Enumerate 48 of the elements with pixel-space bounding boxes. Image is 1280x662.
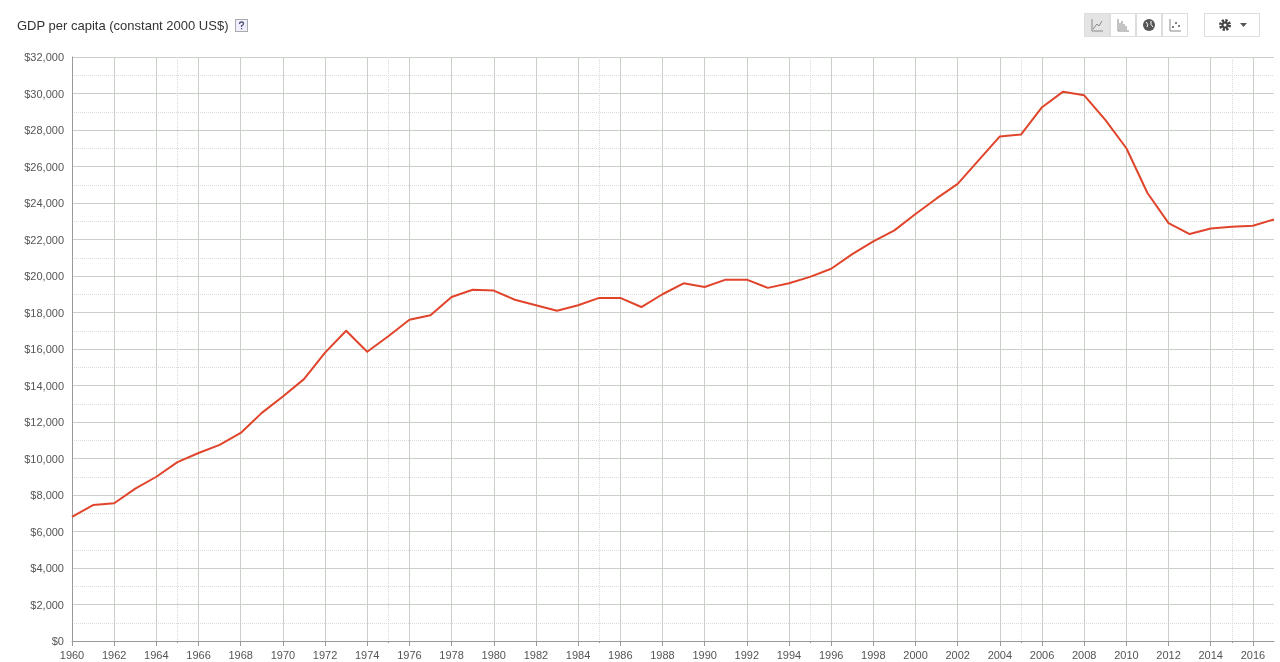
x-tick-label: 1988 bbox=[650, 648, 675, 661]
y-tick-label: $4,000 bbox=[30, 562, 64, 574]
x-tick-label: 1972 bbox=[312, 648, 338, 661]
y-tick-label: $12,000 bbox=[24, 416, 64, 428]
y-tick-label: $8,000 bbox=[30, 489, 64, 501]
y-tick-label: $30,000 bbox=[24, 87, 64, 100]
x-tick-label: 2012 bbox=[1156, 648, 1181, 661]
x-tick-label: 1966 bbox=[186, 648, 211, 661]
x-tick-label: 1986 bbox=[608, 648, 633, 661]
x-tick-label: 1960 bbox=[59, 648, 85, 661]
x-tick-label: 1990 bbox=[692, 648, 717, 661]
x-tick-label: 2002 bbox=[945, 648, 970, 661]
y-tick-label: $22,000 bbox=[24, 233, 64, 246]
x-tick-label: 1978 bbox=[439, 648, 464, 661]
x-tick-label: 1992 bbox=[734, 648, 760, 661]
x-tick-label: 2000 bbox=[903, 648, 928, 661]
y-tick-label: $0 bbox=[51, 635, 64, 647]
x-tick-label: 1968 bbox=[228, 648, 253, 661]
y-tick-label: $14,000 bbox=[24, 379, 64, 392]
x-tick-label: 1994 bbox=[776, 648, 802, 661]
x-tick-label: 1976 bbox=[397, 648, 422, 661]
x-tick-label: 2016 bbox=[1240, 648, 1266, 661]
y-tick-label: $6,000 bbox=[30, 525, 64, 538]
x-tick-label: 1998 bbox=[861, 648, 886, 661]
x-tick-label: 2014 bbox=[1198, 648, 1223, 661]
y-tick-label: $16,000 bbox=[24, 343, 64, 355]
x-tick-label: 1970 bbox=[270, 648, 296, 661]
y-tick-label: $32,000 bbox=[24, 51, 64, 63]
x-tick-label: 1982 bbox=[523, 648, 549, 661]
y-tick-label: $28,000 bbox=[24, 124, 64, 136]
x-tick-label: 2008 bbox=[1071, 648, 1097, 661]
x-tick-label: 1996 bbox=[818, 648, 844, 661]
y-tick-label: $24,000 bbox=[24, 197, 64, 209]
y-tick-label: $18,000 bbox=[24, 306, 64, 319]
x-tick-label: 1964 bbox=[144, 648, 169, 661]
y-tick-label: $2,000 bbox=[30, 598, 64, 611]
x-tick-label: 1962 bbox=[101, 648, 127, 661]
chart-title: GDP per capita (constant 2000 US$) bbox=[17, 18, 229, 33]
x-tick-label: 2004 bbox=[987, 648, 1013, 661]
x-tick-label: 1980 bbox=[481, 648, 506, 661]
x-tick-label: 2006 bbox=[1029, 648, 1055, 661]
y-tick-label: $10,000 bbox=[24, 452, 64, 465]
line-series bbox=[71, 90, 1275, 518]
y-tick-label: $20,000 bbox=[24, 270, 64, 282]
y-tick-label: $26,000 bbox=[24, 160, 64, 173]
x-tick-label: 2010 bbox=[1114, 648, 1139, 661]
x-tick-label: 1974 bbox=[354, 648, 380, 661]
x-tick-label: 1984 bbox=[565, 648, 591, 661]
